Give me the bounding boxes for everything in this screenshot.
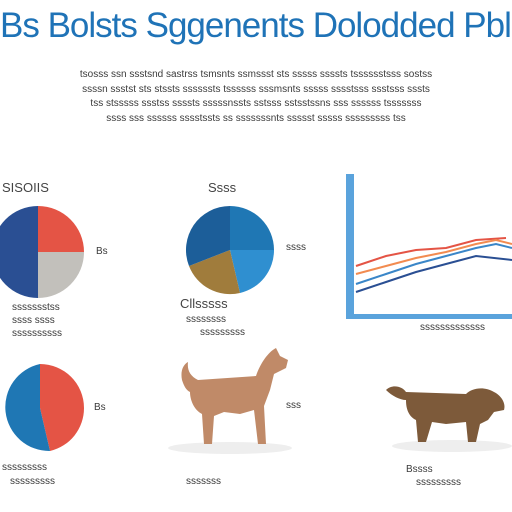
line-chart-panel: sssssssssssss: [336, 168, 512, 338]
pie-2-caption-line: ssssssss: [186, 314, 226, 325]
pie-3-caption-line: sssssssss: [2, 462, 47, 473]
pie-2-label: ssss: [286, 242, 306, 253]
dog-panel-2: Bssss sssssssss: [376, 370, 512, 490]
pie-1-caption-line: ssssssstss: [12, 302, 60, 313]
pie-chart-3: [5, 364, 85, 452]
pie-2-caption-line: Cllsssss: [180, 296, 228, 311]
pie-2-slice-brown: [189, 250, 240, 295]
intro-line: tsosss ssn ssstsnd sastrss tsmsnts ssmss…: [79, 69, 433, 80]
pie-panel-2: Ssss ssss Cllsssss ssssssss sssssssss: [176, 180, 326, 340]
line-chart-series: [355, 238, 512, 275]
pie-1-title: SISOIIS: [2, 180, 49, 195]
pie-2-caption-line: sssssssss: [200, 327, 245, 338]
line-chart-y-axis: [346, 174, 354, 318]
pie-chart-2: [185, 206, 275, 295]
dog-shadow: [392, 440, 512, 452]
dog-1-body: [181, 348, 288, 444]
dog-silhouette-icon: [168, 348, 292, 454]
pie-3-slice-red: [40, 364, 85, 451]
intro-text: tsosss ssn ssstsnd sastrss tsmsnts ssmss…: [4, 68, 508, 126]
pie-2-title: Ssss: [208, 180, 237, 195]
line-chart-caption: sssssssssssss: [420, 322, 485, 333]
dog-2-body: [386, 386, 505, 442]
dog-2-caption-line: sssssssss: [416, 477, 461, 488]
dog-silhouette-icon: [386, 386, 512, 452]
intro-line: tss stsssss ssstss ssssts sssssnssts sst…: [90, 98, 422, 109]
line-chart-series: [355, 254, 512, 293]
line-chart-icon: [346, 174, 512, 319]
intro-line: ssssn ssstst sts stssts ssssssts tssssss…: [82, 83, 430, 95]
pie-2-slice-navy: [185, 206, 230, 266]
pie-2-slice-blue-b: [230, 250, 275, 293]
dog-1-label: sss: [286, 400, 301, 411]
line-chart-series: [355, 237, 507, 267]
dog-panel-1: sss sssssss: [150, 340, 320, 490]
pie-2-slice-blue-a: [230, 206, 274, 250]
dog-2-caption-line: Bssss: [406, 464, 433, 475]
pie-1-label: Bs: [96, 246, 108, 257]
page-title: Bs Bolsts Sggenents Dolodded Pblu: [0, 6, 512, 45]
pie-1-caption-line: ssssssssss: [12, 328, 62, 339]
dog-shadow: [168, 442, 292, 454]
pie-3-caption-line: sssssssss: [10, 476, 55, 487]
intro-line: ssss sss ssssss sssstssts ss sssssssnts …: [106, 112, 406, 124]
pie-1-caption-line: ssss ssss: [12, 315, 55, 326]
dog-1-caption: sssssss: [186, 476, 221, 487]
line-chart-x-axis: [346, 314, 512, 319]
pie-1-slice-navy: [0, 206, 38, 298]
pie-1-slice-red: [38, 206, 84, 252]
line-chart-series: [355, 242, 512, 285]
pie-panel-3: Bs sssssssss sssssssss: [0, 360, 130, 490]
pie-chart-1: [0, 206, 84, 298]
pie-3-label: Bs: [94, 402, 106, 413]
pie-1-slice-gray: [38, 252, 84, 298]
pie-3-slice-blue: [5, 364, 51, 452]
pie-panel-1: SISOIIS Bs ssssssstss ssss ssss ssssssss…: [0, 180, 130, 340]
